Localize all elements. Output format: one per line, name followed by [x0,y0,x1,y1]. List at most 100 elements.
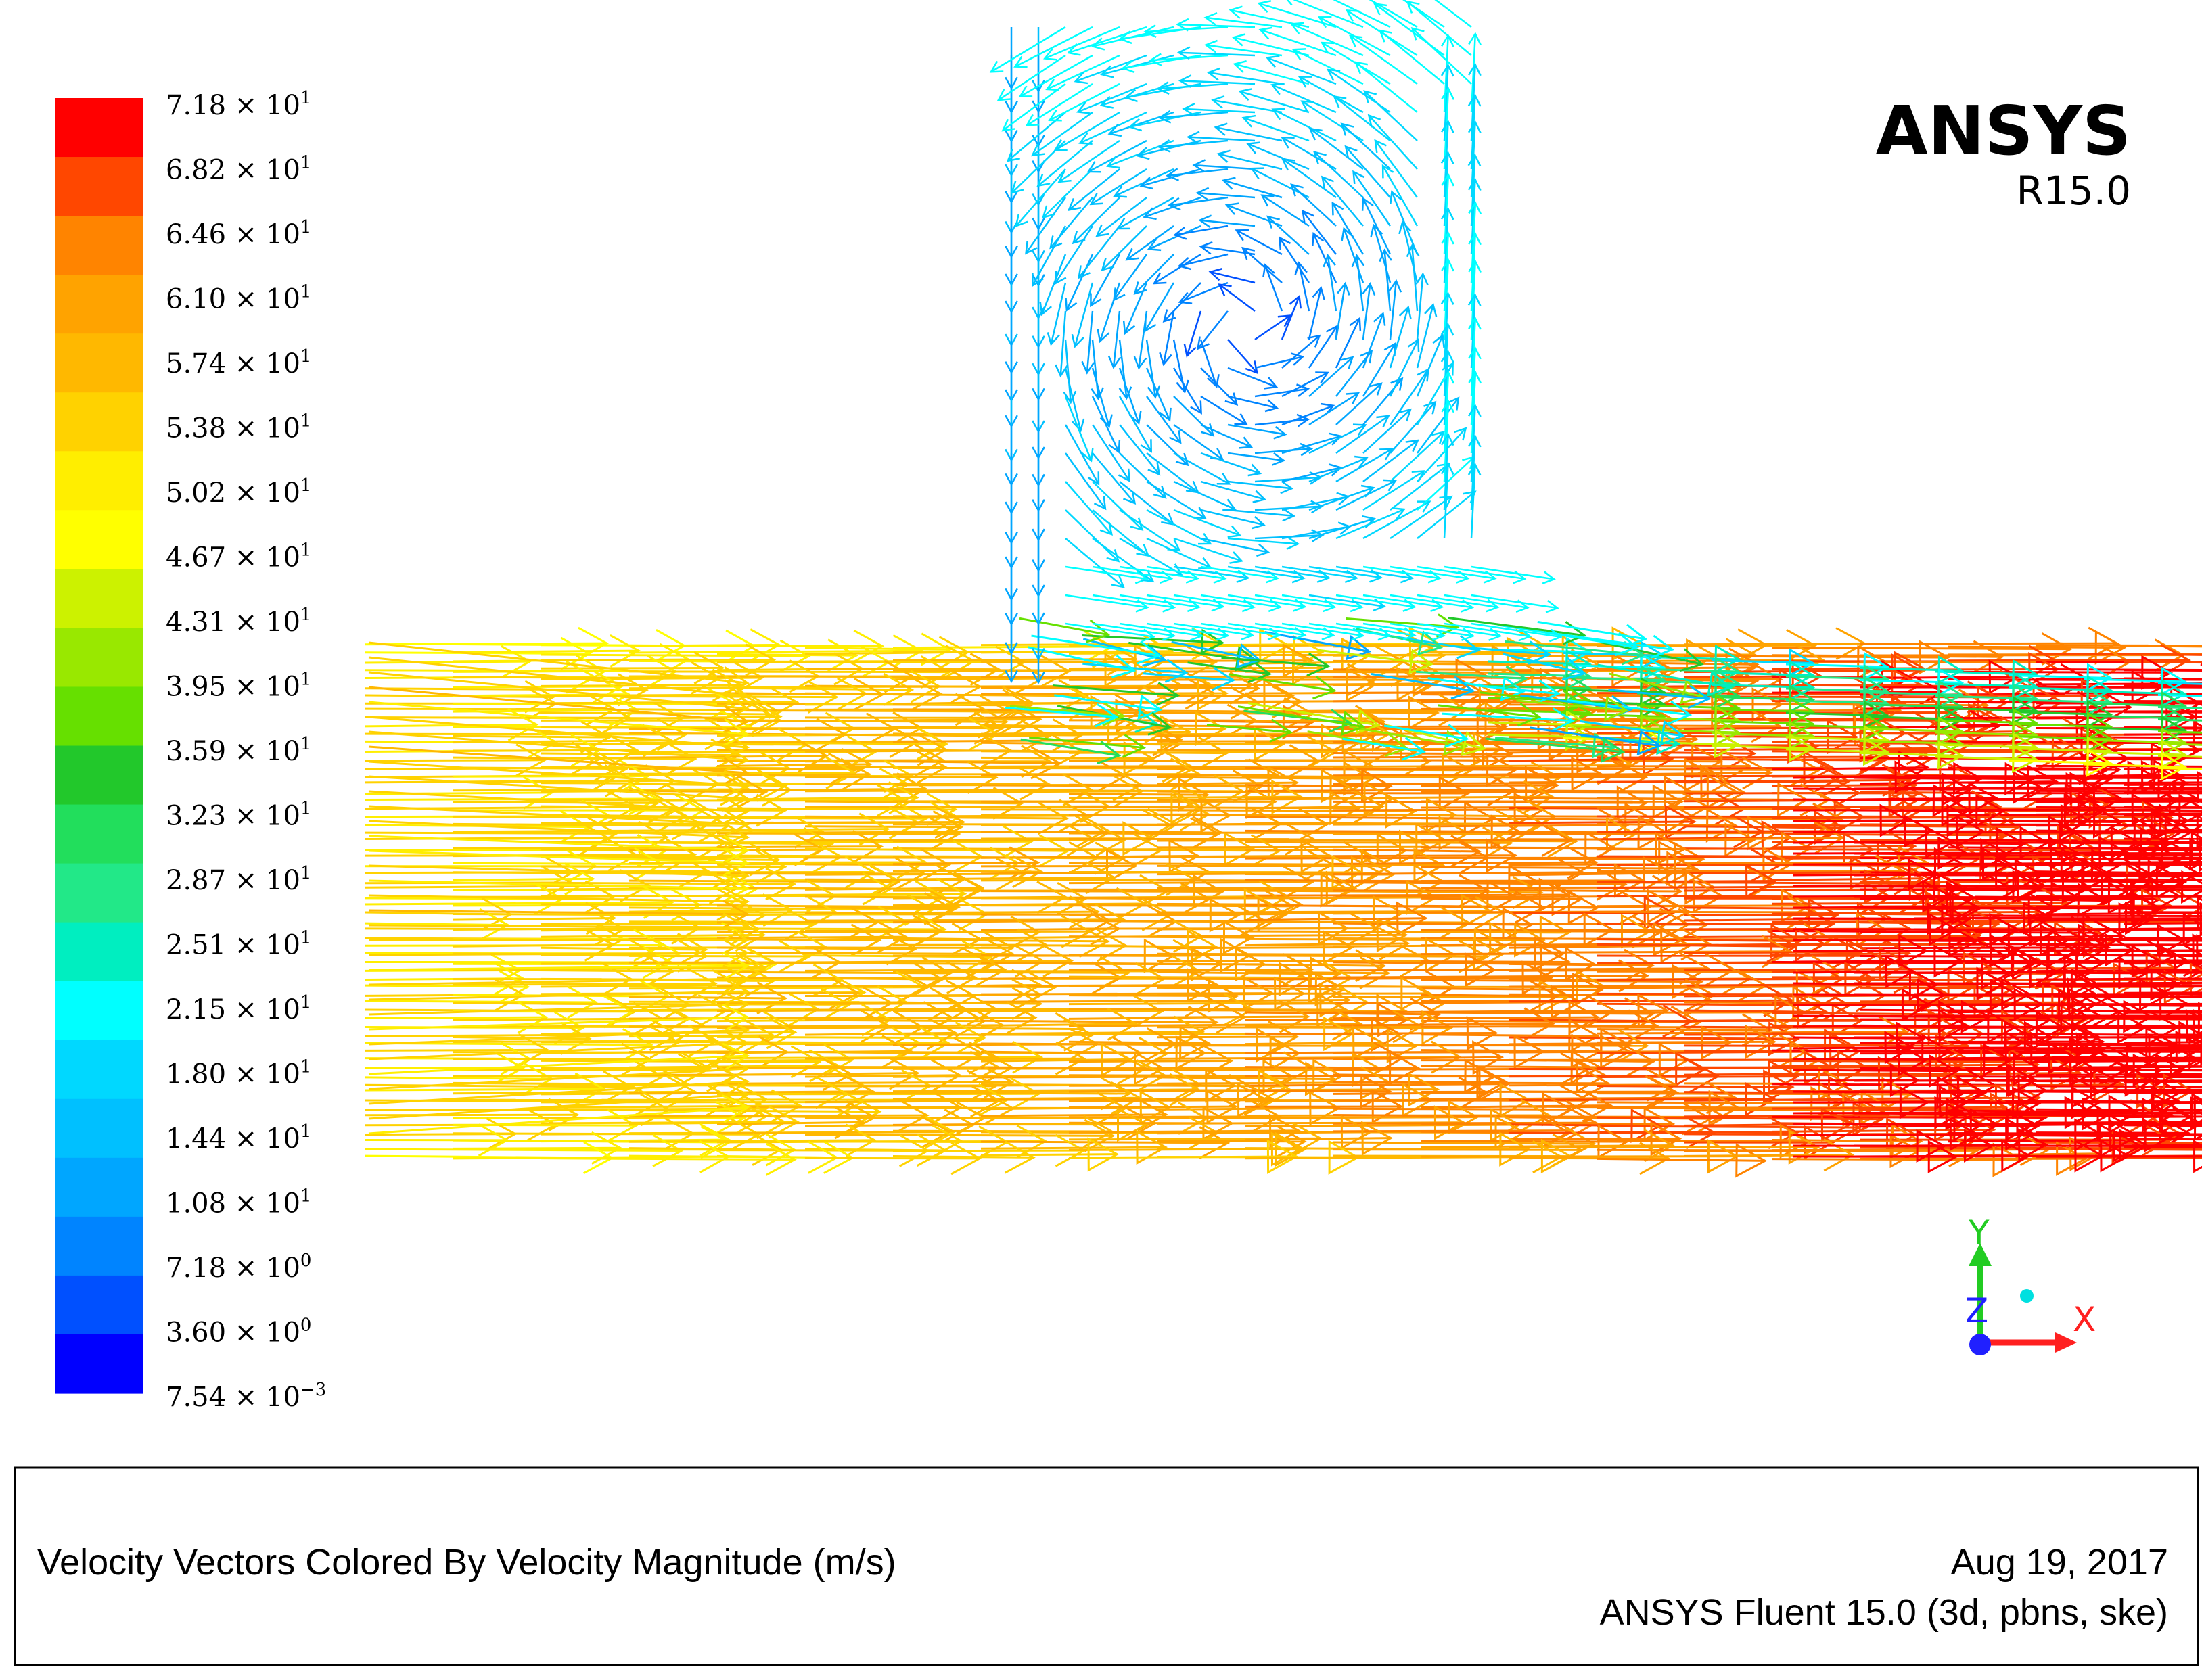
velocity-vector [541,639,811,673]
velocity-vector [1772,1047,2040,1082]
velocity-vector [1406,0,1472,56]
velocity-vector [368,760,750,799]
velocity-vector [716,638,858,672]
velocity-vector [716,890,961,924]
velocity-vector [1146,509,1212,545]
velocity-vector [1015,168,1066,228]
velocity-vector [1260,194,1310,227]
velocity-vector [1159,310,1175,367]
velocity-vector [1281,432,1343,454]
legend-swatch [55,1334,143,1394]
legend-swatch [55,275,143,334]
velocity-vector [1381,164,1419,227]
velocity-vector [1198,214,1256,229]
velocity-vector [368,671,750,721]
velocity-vector [2157,694,2202,697]
velocity-vector [541,933,708,966]
velocity-vector [716,673,915,706]
velocity-vector [1173,480,1237,511]
velocity-vector [1224,202,1283,227]
velocity-vector [1067,168,1120,211]
velocity-vector [1346,613,1460,638]
velocity-vector [2157,928,2202,931]
velocity-vector [1948,914,2202,918]
velocity-vector [1281,334,1321,369]
velocity-vector [1254,314,1292,341]
velocity-vector [1344,145,1391,198]
velocity-vector [1332,867,1628,901]
velocity-vector [2157,938,2202,941]
velocity-vector [1187,659,1272,684]
velocity-vector [1340,122,1391,170]
velocity-vector [1308,356,1354,397]
velocity-vector [1417,427,1467,482]
velocity-vector [1416,302,1438,369]
velocity-vector [2157,1100,2202,1104]
velocity-vector [1298,76,1364,114]
velocity-vector [1071,282,1094,348]
velocity-vector [1090,254,1121,308]
brand-logo: ANSYS [1875,91,2131,170]
velocity-vector [1440,461,1454,539]
velocity-vector [1244,1025,1384,1060]
velocity-vector [1196,310,1229,350]
legend-tick-label: 6.46 × 101 [166,217,311,250]
legend-tick-label: 5.38 × 101 [166,411,311,444]
velocity-vector [804,719,1052,753]
velocity-vector [1290,183,1337,227]
velocity-vector [628,686,800,719]
velocity-vector [1125,225,1174,261]
velocity-vector [368,1094,750,1135]
velocity-vector [2157,718,2202,722]
velocity-vector [1860,931,2111,964]
velocity-vector [1389,337,1420,397]
velocity-vector [1371,673,1475,700]
velocity-vector [1363,90,1418,141]
velocity-vector [1195,187,1256,201]
velocity-vector [1068,735,1339,769]
velocity-vector [1081,310,1095,375]
velocity-vector [1467,153,1482,227]
velocity-vector [1440,206,1454,283]
velocity-vector [1349,726,1469,756]
velocity-vector [1383,724,1469,748]
velocity-vector [1772,1113,1996,1148]
velocity-vector [2124,1115,2202,1119]
velocity-vector [1934,744,2039,774]
velocity-vector [1036,140,1093,187]
z-axis-letter: Z [1965,1291,1988,1330]
velocity-vector [368,847,750,877]
velocity-vector [628,893,794,927]
velocity-vector [1005,703,1119,728]
velocity-vector [804,711,1005,745]
velocity-vector [1379,248,1392,312]
velocity-vector [1308,286,1325,340]
velocity-vector [892,1012,1086,1046]
velocity-vector [1143,666,1236,691]
velocity-vector [804,787,1024,820]
velocity-vector [1235,229,1283,256]
velocity-vector [1378,29,1445,85]
velocity-vector [1145,339,1161,399]
velocity-vector [1362,408,1412,454]
velocity-vector [1441,258,1454,340]
velocity-vector [1227,423,1287,440]
legend-swatch [55,569,143,629]
velocity-vector [1101,225,1147,272]
velocity-vector [1244,949,1387,983]
velocity-vector [369,925,750,955]
velocity-vector [804,895,1101,929]
velocity-vector [1082,659,1189,683]
velocity-vector [1335,281,1350,340]
legend-tick-label: 5.02 × 101 [166,475,311,509]
z-axis-dot [1969,1334,1991,1355]
velocity-vector [2157,1069,2202,1072]
legend-swatch [55,216,143,275]
velocity-vector [2157,906,2202,909]
velocity-vector [628,923,882,957]
velocity-vector [1013,26,1093,68]
velocity-vector [980,1137,1120,1172]
velocity-vector [1390,495,1453,540]
velocity-vector [1332,879,1519,914]
velocity-vector [1266,215,1310,255]
